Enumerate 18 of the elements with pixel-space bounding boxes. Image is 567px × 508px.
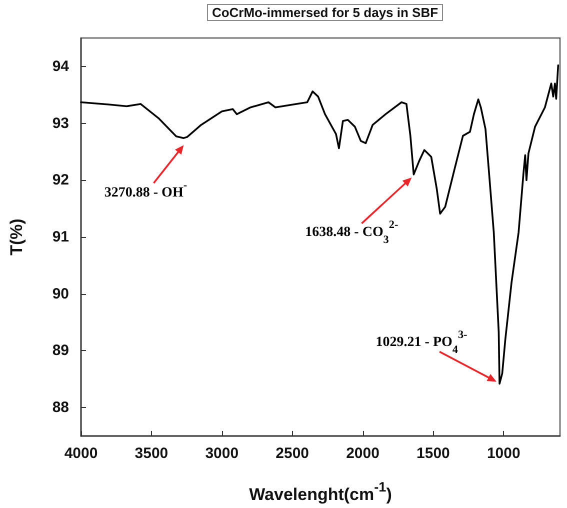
y-tick-label: 92 [52, 172, 69, 189]
x-tick-label: 4000 [64, 445, 98, 462]
x-tick-label: 1500 [416, 445, 450, 462]
chart-title: CoCrMo-immersed for 5 days in SBF [212, 5, 438, 20]
x-tick-label: 2500 [276, 445, 310, 462]
y-tick-label: 94 [52, 58, 70, 75]
y-tick-label: 90 [52, 285, 69, 302]
x-tick-label: 3500 [134, 445, 168, 462]
y-tick-label: 91 [52, 228, 69, 246]
x-tick-label: 1000 [486, 445, 520, 462]
y-tick-label: 89 [52, 342, 69, 360]
y-axis-title: T(%) [7, 218, 26, 256]
y-tick-label: 88 [52, 399, 69, 416]
annotation: 3270.88 - OH- [104, 180, 188, 201]
line-series [80, 64, 560, 385]
x-tick-label: 2000 [346, 445, 380, 462]
x-tick-label: 3000 [205, 445, 239, 462]
y-tick-label: 93 [52, 114, 69, 132]
